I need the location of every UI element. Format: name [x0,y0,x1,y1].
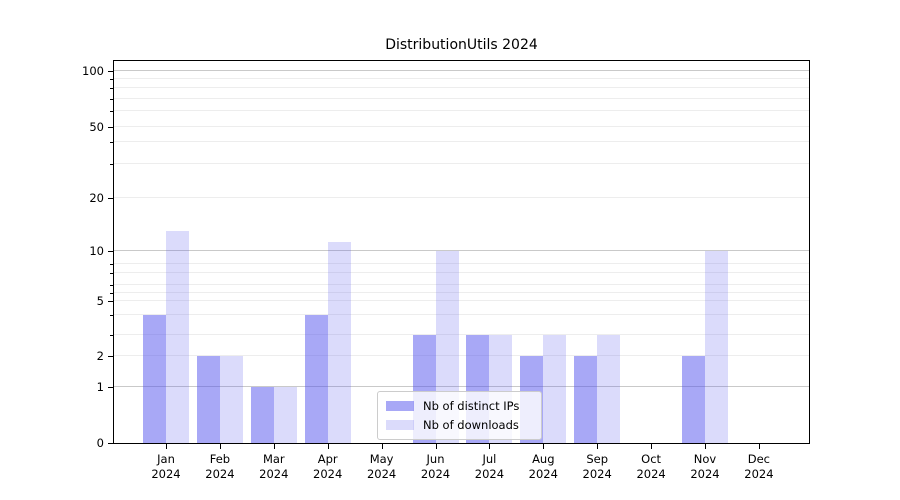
x-tick-jul [489,444,491,449]
bar-ips-jan [143,314,166,443]
gridline-minor-8 [114,271,809,273]
y-minor-tick-3 [110,334,113,336]
gridline-minor-6 [114,291,809,293]
y-tick-label-100: 100 [82,63,104,78]
y-minor-tick-70 [110,98,113,100]
legend-item-distinct-ips: Nb of distinct IPs [386,398,533,414]
x-tick-label-mar: Mar 2024 [259,452,289,481]
gridline-minor-7 [114,283,809,285]
gridline-minor-40 [114,141,809,143]
bar-downloads-mar [273,387,297,443]
gridline-minor-2 [114,355,809,357]
bar-downloads-apr [327,242,351,443]
y-tick-label-1: 1 [96,380,104,395]
legend-label-downloads: Nb of downloads [423,418,519,432]
plot-canvas [114,61,809,443]
x-tick-label-may: May 2024 [366,452,397,481]
y-minor-tick-9 [110,263,113,265]
y-minor-tick-30 [110,164,113,166]
x-tick-may [381,444,383,449]
y-minor-tick-40 [110,142,113,144]
gridline-minor-70 [114,97,809,99]
bar-ips-mar [250,387,274,443]
legend-swatch-distinct-ips-icon [386,401,414,411]
y-tick-label-5: 5 [96,293,104,308]
y-tick-label-10: 10 [89,243,104,258]
y-tick-label-0: 0 [96,436,104,450]
x-tick-label-oct: Oct 2024 [636,452,666,481]
bar-ips-feb [196,356,220,443]
y-tick-label-2: 2 [96,349,104,364]
x-tick-label-nov: Nov 2024 [690,452,720,481]
x-tick-apr [327,444,329,449]
plot-area [113,60,810,444]
x-tick-nov [705,444,706,449]
legend-item-downloads: Nb of downloads [386,417,533,433]
bar-downloads-feb [219,356,243,443]
gridline-minor-3 [114,333,809,335]
x-tick-label-jul: Jul 2024 [474,452,505,481]
gridline-minor-60 [114,109,809,111]
y-minor-tick-8 [110,272,113,274]
bar-ips-nov [682,356,705,443]
bar-downloads-aug [543,334,567,443]
y-minor-tick-60 [110,110,113,112]
y-tick-50 [108,126,113,128]
bar-downloads-jan [166,231,189,443]
chart-title: DistributionUtils 2024 [385,37,538,53]
y-tick-0 [108,443,113,444]
legend-swatch-downloads-icon [386,420,414,430]
x-tick-feb [219,444,221,449]
x-tick-sep [597,444,599,449]
gridline-major-1 [114,386,809,388]
gridline-minor-30 [114,163,809,165]
y-tick-5 [108,300,113,302]
y-tick-1 [108,387,113,389]
gridline-minor-90 [114,78,809,80]
gridline-minor-9 [114,262,809,264]
gridline-minor-5 [114,299,809,301]
gridline-minor-4 [114,313,809,315]
x-tick-label-feb: Feb 2024 [205,452,235,481]
gridline-major-10 [114,249,809,251]
y-tick-20 [108,197,113,199]
gridline-major-100 [114,69,809,71]
y-tick-100 [108,70,113,72]
legend: Nb of distinct IPs Nb of downloads [377,391,542,440]
x-tick-label-sep: Sep 2024 [582,452,612,481]
x-tick-label-apr: Apr 2024 [313,452,343,481]
x-tick-label-jan: Jan 2024 [151,452,181,481]
x-tick-jun [435,444,437,449]
x-tick-label-jun: Jun 2024 [420,452,451,481]
x-tick-label-aug: Aug 2024 [528,452,558,481]
x-tick-mar [273,444,275,449]
y-minor-tick-6 [110,292,113,294]
y-minor-tick-7 [110,284,113,286]
gridline-minor-50 [114,125,809,127]
gridline-minor-80 [114,87,809,89]
x-tick-label-dec: Dec 2024 [744,452,774,481]
bar-downloads-sep [597,334,621,443]
legend-label-distinct-ips: Nb of distinct IPs [423,399,520,413]
y-tick-2 [108,356,113,358]
y-minor-tick-80 [110,88,113,90]
x-tick-oct [651,444,653,449]
y-minor-tick-90 [110,79,113,81]
bar-ips-apr [304,314,328,443]
bar-downloads-nov [705,250,728,443]
x-tick-jan [166,444,167,449]
y-tick-label-50: 50 [89,119,104,134]
bar-ips-sep [574,356,598,443]
x-tick-dec [758,444,760,449]
y-minor-tick-4 [110,314,113,316]
gridline-minor-20 [114,196,809,198]
y-tick-10 [108,250,113,252]
x-tick-aug [543,444,545,449]
y-tick-label-20: 20 [89,190,104,205]
